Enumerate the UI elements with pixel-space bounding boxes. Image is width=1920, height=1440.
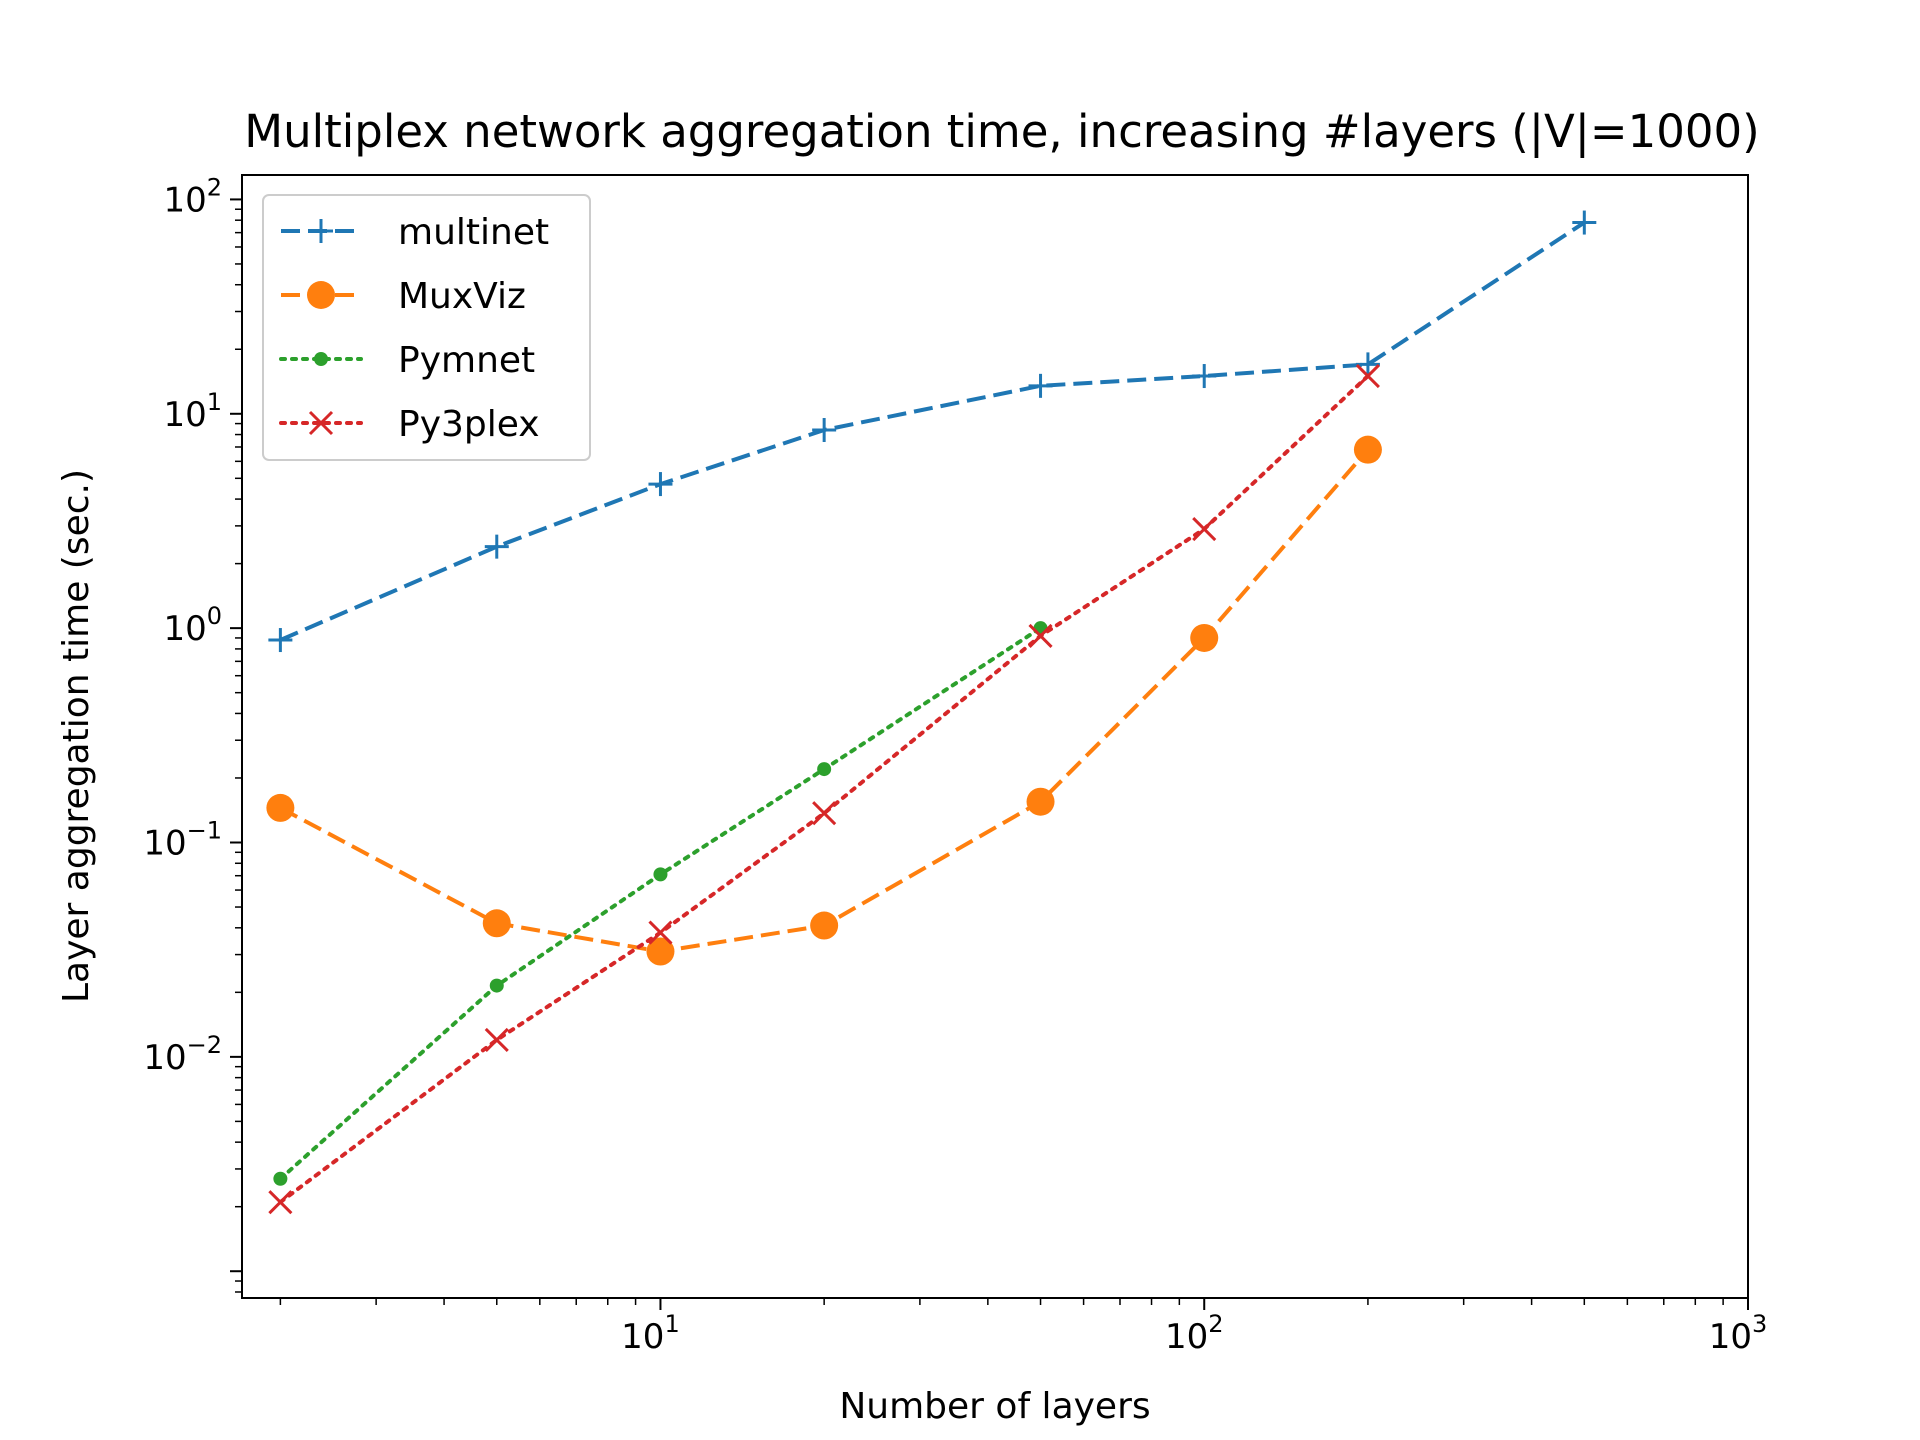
legend-box — [262, 194, 591, 461]
data-point-py3plex — [1355, 363, 1380, 389]
legend-item-multinet: multinet — [281, 212, 549, 253]
legend: multinet MuxViz Pymnet Py3plex — [262, 194, 591, 461]
chart-title: Multiplex network aggregation time, incr… — [244, 105, 1759, 158]
data-point-muxviz — [646, 937, 675, 966]
data-point-pymnet — [653, 867, 668, 882]
data-point-muxviz — [266, 793, 295, 822]
data-point-muxviz — [1190, 623, 1219, 652]
data-point-multinet — [1572, 210, 1597, 235]
legend-label: Pymnet — [398, 340, 535, 381]
x-axis-label: Number of layers — [839, 1386, 1150, 1427]
data-point-pymnet — [817, 762, 832, 777]
x-tick-label: 101 — [621, 1310, 680, 1357]
data-point-py3plex — [268, 1190, 293, 1215]
legend-item-py3plex: Py3plex — [279, 404, 540, 445]
data-point-muxviz — [482, 909, 511, 938]
x-tick-label: 103 — [1709, 1310, 1768, 1357]
data-point-multinet — [268, 628, 293, 653]
series-multinet — [268, 210, 1597, 653]
data-point-py3plex — [484, 1027, 509, 1052]
y-tick-label: 10−1 — [143, 817, 222, 864]
x-axis: 101 102 103 — [279, 1298, 1768, 1357]
plot-area — [266, 210, 1597, 1215]
data-point-multinet — [1355, 352, 1380, 377]
legend-label: Py3plex — [398, 404, 540, 445]
legend-marker — [307, 281, 335, 309]
y-tick-label: 100 — [163, 602, 222, 649]
legend-label: multinet — [398, 212, 549, 253]
data-point-multinet — [1192, 364, 1217, 389]
data-point-multinet — [484, 534, 509, 559]
y-tick-label: 10−2 — [143, 1031, 222, 1078]
legend-marker — [308, 410, 334, 436]
data-point-multinet — [812, 418, 837, 443]
data-point-py3plex — [1192, 516, 1217, 542]
data-point-py3plex — [1028, 623, 1053, 648]
y-axis-label: Layer aggregation time (sec.) — [56, 469, 97, 1003]
data-point-muxviz — [1353, 435, 1382, 464]
axes-frame — [241, 174, 1749, 1299]
data-point-muxviz — [810, 911, 839, 940]
legend-label: MuxViz — [398, 276, 526, 317]
legend-marker — [309, 219, 333, 243]
series-py3plex — [268, 363, 1380, 1215]
legend-item-muxviz: MuxViz — [281, 276, 526, 317]
y-tick-label: 101 — [163, 388, 222, 435]
legend-marker — [314, 352, 328, 366]
data-point-pymnet — [273, 1171, 288, 1186]
y-tick-label: 102 — [163, 173, 222, 220]
data-point-pymnet — [489, 978, 504, 993]
series-line-multinet — [279, 220, 1586, 642]
data-point-multinet — [648, 472, 673, 497]
data-point-muxviz — [1026, 787, 1055, 816]
data-point-py3plex — [812, 801, 837, 826]
data-point-py3plex — [648, 920, 673, 945]
series-muxviz — [266, 435, 1382, 966]
legend-item-pymnet: Pymnet — [279, 340, 535, 381]
x-tick-label: 102 — [1165, 1310, 1224, 1357]
y-axis: 10−2 10−1 100 101 102 — [143, 173, 242, 1293]
data-point-multinet — [1028, 373, 1053, 398]
